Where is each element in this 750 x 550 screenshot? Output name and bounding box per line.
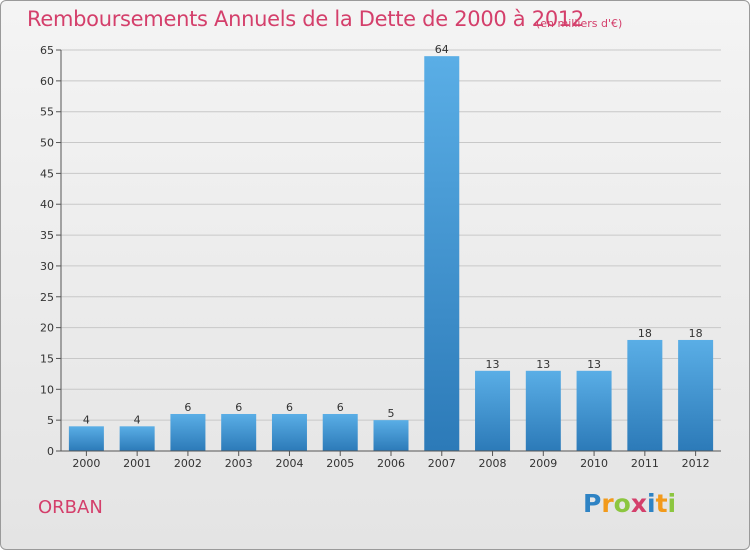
x-tick-label: 2009 (529, 457, 557, 470)
y-tick-label: 30 (40, 260, 54, 273)
bar (627, 339, 663, 451)
y-tick-label: 10 (40, 383, 54, 396)
x-tick-label: 2004 (275, 457, 303, 470)
y-tick-label: 20 (40, 322, 54, 335)
gridlines (61, 49, 721, 421)
x-tick-label: 2006 (377, 457, 405, 470)
logo-letter: t (655, 489, 668, 518)
y-tick-label: 35 (40, 229, 54, 242)
chart-title: Remboursements Annuels de la Dette de 20… (27, 7, 584, 31)
y-tick-label: 45 (40, 167, 54, 180)
data-label: 6 (337, 401, 344, 414)
bars: 4 4 6 6 6 6 5 64 13 13 13 18 18 (68, 43, 714, 452)
x-tick-label: 2002 (174, 457, 202, 470)
data-label: 6 (235, 401, 242, 414)
data-label: 5 (388, 407, 395, 420)
bar (475, 370, 511, 451)
bar (119, 426, 155, 451)
bar (68, 426, 104, 451)
y-tick-label: 55 (40, 106, 54, 119)
y-tick-label: 40 (40, 198, 54, 211)
data-label: 13 (587, 358, 601, 371)
y-tick-label: 65 (40, 44, 54, 57)
logo-letter: i (647, 489, 656, 518)
bar (525, 370, 561, 451)
logo-letter: P (583, 489, 602, 518)
data-label: 18 (689, 327, 703, 340)
data-label: 13 (486, 358, 500, 371)
x-tick-label: 2007 (428, 457, 456, 470)
bar (271, 413, 307, 451)
x-tick-label: 2012 (682, 457, 710, 470)
data-label: 13 (536, 358, 550, 371)
y-tick-label: 25 (40, 291, 54, 304)
data-label: 64 (435, 43, 449, 56)
bar (576, 370, 612, 451)
bar (322, 413, 358, 451)
town-name: ORBAN (38, 497, 103, 518)
bar (170, 413, 206, 451)
data-label: 4 (134, 413, 141, 426)
logo-letter: x (630, 489, 647, 518)
x-tick-label: 2000 (72, 457, 100, 470)
x-tick-label: 2005 (326, 457, 354, 470)
logo-letter: o (613, 489, 631, 518)
bar (221, 413, 257, 451)
y-tick-label: 50 (40, 137, 54, 150)
bar (424, 56, 460, 452)
y-tick-label: 0 (47, 445, 54, 458)
logo-letter: r (601, 489, 614, 518)
bar (373, 420, 409, 451)
x-tick-label: 2008 (479, 457, 507, 470)
x-tick-label: 2001 (123, 457, 151, 470)
y-tick-label: 5 (47, 414, 54, 427)
bar (678, 339, 714, 451)
y-tick-label: 15 (40, 352, 54, 365)
x-tick-label: 2003 (225, 457, 253, 470)
unit-note: (en milliers d'€) (536, 17, 623, 30)
proxiti-logo: Proxiti (583, 489, 676, 518)
data-label: 6 (184, 401, 191, 414)
x-tick-label: 2011 (631, 457, 659, 470)
y-tick-label: 60 (40, 75, 54, 88)
data-label: 18 (638, 327, 652, 340)
x-tick-label: 2010 (580, 457, 608, 470)
data-label: 4 (83, 413, 90, 426)
logo-letter: i (667, 489, 677, 518)
data-label: 6 (286, 401, 293, 414)
